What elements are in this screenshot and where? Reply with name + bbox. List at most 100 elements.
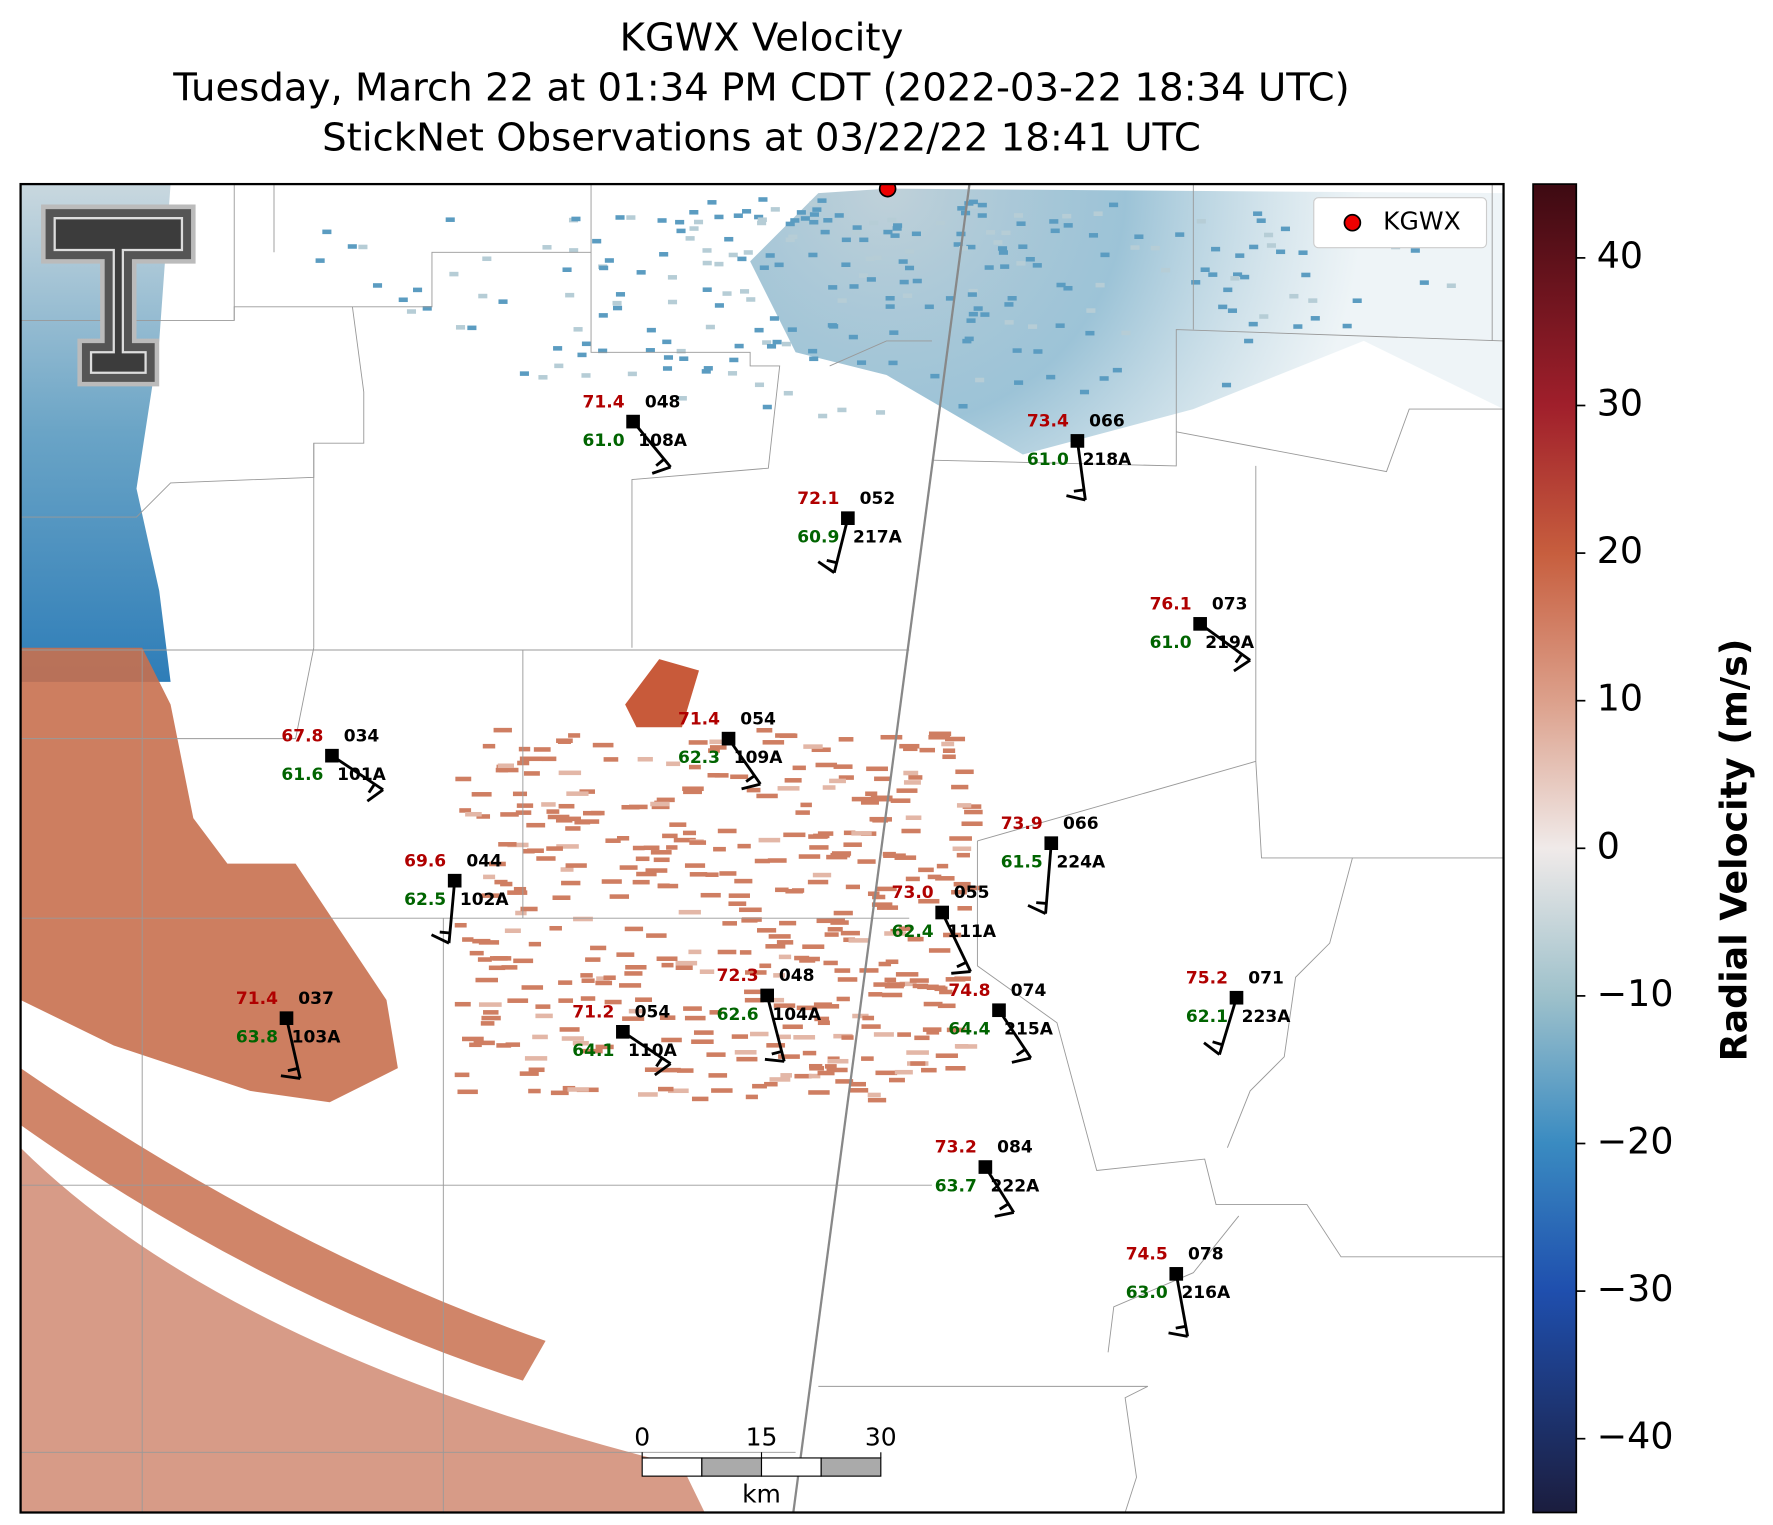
radar-pixel: [918, 898, 940, 904]
radar-pixel: [739, 907, 762, 913]
radar-pixel: [684, 863, 706, 868]
temperature: 71.2: [572, 1003, 614, 1023]
scale-segment: [641, 1457, 703, 1477]
radar-pixel: [957, 206, 967, 211]
radar-pixel: [758, 197, 768, 202]
radar-pixel: [637, 1092, 658, 1097]
radar-pixel: [1352, 298, 1362, 303]
radar-pixel: [1280, 226, 1290, 232]
radar-pixel: [465, 811, 482, 817]
radar-pixel: [923, 1001, 943, 1007]
station-id: 108A: [638, 431, 688, 451]
radar-pixel: [565, 826, 581, 831]
radar-pixel: [836, 996, 850, 1002]
radar-pixel: [478, 293, 488, 299]
wind-direction: 071: [1248, 968, 1284, 988]
radar-pixel: [868, 992, 883, 997]
wind-barb-shaft: [940, 911, 972, 973]
radar-pixel: [744, 997, 764, 1003]
colorbar-tick-label: −40: [1597, 1415, 1674, 1458]
colorbar-tick-label: 10: [1597, 677, 1643, 720]
radar-pixel: [604, 258, 614, 263]
radar-pixel: [685, 236, 695, 241]
radar-pixel: [496, 1043, 512, 1048]
radar-pixel: [754, 858, 770, 864]
radar-pixel: [807, 879, 829, 885]
radar-pixel: [1046, 374, 1056, 380]
radar-pixel: [952, 846, 972, 852]
radar-pixel: [500, 812, 519, 817]
radar-pixel: [706, 1052, 726, 1057]
radar-pixel: [1175, 232, 1185, 237]
radar-pixel: [953, 881, 971, 887]
radar-pixel: [968, 199, 978, 205]
radar-pixel: [898, 926, 912, 931]
radar-pixel: [653, 857, 670, 863]
radar-pixel: [1233, 272, 1243, 277]
wind-barb: [1066, 494, 1086, 502]
radar-pixel: [711, 1088, 733, 1093]
radar-pixel: [822, 785, 836, 790]
radar-pixel: [899, 279, 909, 285]
radar-pixel: [504, 928, 521, 934]
radar-pixel: [837, 407, 847, 413]
radar-pixel: [939, 989, 953, 995]
radar-pixel: [616, 836, 630, 841]
radar-pixel: [708, 748, 720, 753]
radar-pixel: [827, 323, 837, 328]
radar-pixel: [709, 1010, 723, 1015]
radar-pixel: [625, 965, 647, 970]
radar-pixel: [866, 277, 876, 282]
dewpoint: 61.0: [1150, 633, 1192, 653]
radar-pixel: [1223, 287, 1233, 293]
radar-pixel: [779, 733, 798, 739]
radar-pixel: [528, 1067, 545, 1073]
radar-pixel: [902, 293, 913, 299]
radar-pixel: [1088, 233, 1099, 238]
legend: KGWX: [1313, 197, 1488, 249]
radar-pixel: [770, 207, 780, 212]
radar-pixel: [781, 341, 791, 347]
temperature: 73.9: [1001, 814, 1043, 834]
wind-direction: 078: [1188, 1245, 1224, 1265]
radar-pixel: [935, 220, 945, 226]
colorbar-tick-label: 20: [1597, 529, 1643, 572]
station: 73.0 055 62.4 111A: [892, 883, 997, 975]
radar-pixel: [422, 306, 432, 311]
radar-pixel: [817, 198, 827, 203]
radar-pixel: [824, 1064, 837, 1069]
radar-pixel: [1342, 323, 1352, 329]
radar-speckle: [315, 197, 1462, 1103]
station-marker: [760, 988, 774, 1003]
wind-barb: [1212, 1040, 1223, 1047]
radar-pixel: [759, 963, 772, 969]
radar-pixel: [699, 969, 715, 974]
station-id: 102A: [460, 890, 510, 910]
station-marker: [325, 748, 339, 763]
radar-pixel: [728, 901, 747, 906]
station: 71.2 054 64.1 110A: [572, 1003, 678, 1077]
radar-pixel: [953, 242, 963, 247]
radar-pixel: [834, 213, 844, 218]
radar-pixel: [796, 210, 806, 215]
map: 71.4 048 61.0 108A 72.1 052 60.9 217A 73.4 066 61.…: [20, 184, 1504, 1513]
radar-pixel: [703, 366, 713, 371]
radar-pixel: [1056, 282, 1066, 288]
radar-pixel: [956, 231, 966, 237]
radar-pixel: [526, 822, 546, 828]
radar-pixel: [885, 959, 899, 965]
radar-pixel: [691, 1096, 709, 1102]
radar-pixel: [592, 742, 614, 748]
radar-pixel: [852, 1013, 869, 1019]
radar-pixel: [1001, 230, 1011, 236]
radar-pixel: [536, 856, 556, 861]
radar-pixel: [557, 739, 572, 744]
radar-pixel: [1063, 285, 1073, 291]
station-id: 216A: [1181, 1283, 1231, 1303]
radar-pixel: [750, 1031, 769, 1037]
station-marker: [1229, 990, 1244, 1005]
radar-pixel: [398, 297, 408, 303]
radar-pixel: [869, 220, 879, 226]
radar-pixel: [666, 761, 681, 767]
radar-pixel: [702, 287, 712, 292]
